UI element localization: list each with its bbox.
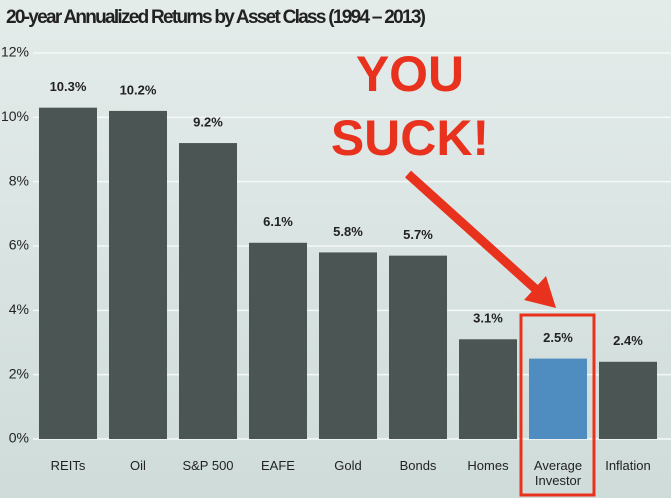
bar (599, 361, 657, 439)
value-label: 2.4% (613, 333, 643, 348)
annotation: SUCK! (331, 110, 489, 166)
y-tick-label: 2% (9, 365, 29, 381)
value-label: 5.7% (403, 227, 433, 242)
y-tick-label: 10% (1, 108, 29, 124)
chart-title: 20-year Annualized Returns by Asset Clas… (6, 7, 426, 28)
y-tick-label: 4% (9, 301, 29, 317)
value-label: 2.5% (543, 330, 573, 345)
bar (389, 255, 447, 439)
value-label: 5.8% (333, 224, 363, 239)
x-tick-label: Inflation (605, 458, 651, 473)
bar (109, 110, 167, 440)
y-tick-label: 12% (1, 44, 29, 60)
annotation: YOU (356, 46, 464, 102)
bar (459, 339, 517, 439)
bar (39, 107, 97, 439)
value-label: 9.2% (193, 115, 223, 130)
bar (529, 358, 587, 439)
x-tick-label: Oil (130, 458, 146, 473)
x-tick-label: Average Investor (533, 458, 583, 488)
highlight-box (519, 313, 596, 497)
bar (179, 143, 237, 440)
y-tick-label: 6% (9, 237, 29, 253)
x-tick-label: Gold (334, 458, 362, 473)
x-tick-label: Bonds (399, 458, 437, 473)
arrow-shaft (404, 170, 544, 297)
x-tick-label: REITs (50, 458, 86, 473)
value-label: 3.1% (473, 311, 503, 326)
value-label: 6.1% (263, 214, 293, 229)
bar (249, 242, 307, 439)
y-tick-label: 8% (9, 172, 29, 188)
x-tick-label: Homes (467, 458, 509, 473)
x-tick-label: S&P 500 (182, 458, 234, 473)
y-tick-label: 0% (9, 430, 29, 446)
x-tick-label: EAFE (261, 458, 295, 473)
value-label: 10.3% (50, 79, 87, 94)
value-label: 10.2% (120, 82, 157, 97)
bar (319, 252, 377, 439)
arrow-head (524, 276, 556, 308)
